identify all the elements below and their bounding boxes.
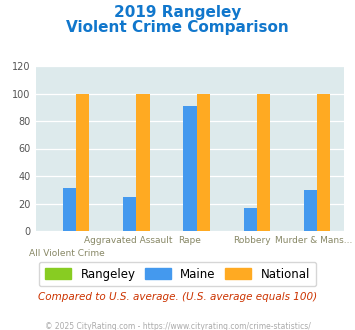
Bar <box>257 93 270 231</box>
Text: Violent Crime Comparison: Violent Crime Comparison <box>66 20 289 35</box>
Text: Compared to U.S. average. (U.S. average equals 100): Compared to U.S. average. (U.S. average … <box>38 292 317 302</box>
Text: Murder & Mans...: Murder & Mans... <box>275 236 352 245</box>
Bar <box>76 93 89 231</box>
Bar <box>136 93 149 231</box>
Bar <box>304 190 317 231</box>
Legend: Rangeley, Maine, National: Rangeley, Maine, National <box>39 262 316 286</box>
Text: © 2025 CityRating.com - https://www.cityrating.com/crime-statistics/: © 2025 CityRating.com - https://www.city… <box>45 322 310 330</box>
Bar <box>317 93 330 231</box>
Bar <box>197 93 210 231</box>
Text: Robbery: Robbery <box>233 236 271 245</box>
Text: All Violent Crime: All Violent Crime <box>28 249 104 258</box>
Bar <box>63 188 76 231</box>
Text: 2019 Rangeley: 2019 Rangeley <box>114 5 241 20</box>
Text: Aggravated Assault: Aggravated Assault <box>84 236 173 245</box>
Bar <box>183 106 197 231</box>
Bar <box>244 208 257 231</box>
Bar <box>123 197 136 231</box>
Text: Rape: Rape <box>179 236 201 245</box>
